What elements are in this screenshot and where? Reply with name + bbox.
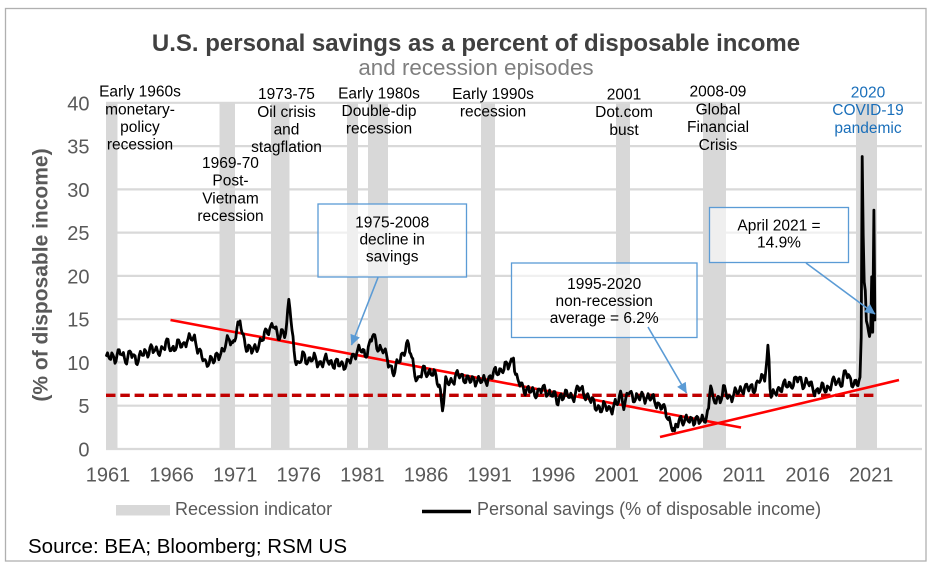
svg-text:30: 30 — [67, 180, 89, 202]
svg-text:10: 10 — [67, 353, 89, 375]
svg-text:Oil crisis: Oil crisis — [257, 104, 316, 121]
svg-text:savings: savings — [366, 249, 419, 266]
svg-text:recession: recession — [107, 137, 173, 154]
svg-text:Vietnam: Vietnam — [202, 190, 259, 207]
svg-text:0: 0 — [78, 440, 89, 462]
svg-text:recession: recession — [197, 208, 263, 225]
svg-text:40: 40 — [67, 93, 89, 115]
svg-text:1971: 1971 — [213, 465, 258, 487]
svg-text:Personal savings (% of disposa: Personal savings (% of disposable income… — [477, 499, 821, 519]
svg-text:2008-09: 2008-09 — [690, 84, 747, 101]
svg-text:non-recession: non-recession — [556, 293, 653, 310]
svg-text:1961: 1961 — [86, 465, 131, 487]
svg-text:15: 15 — [67, 310, 89, 332]
svg-text:25: 25 — [67, 223, 89, 245]
svg-text:2001: 2001 — [595, 465, 640, 487]
svg-text:2016: 2016 — [785, 465, 830, 487]
svg-text:April 2021 =: April 2021 = — [737, 218, 820, 235]
svg-text:Early 1980s: Early 1980s — [338, 85, 420, 102]
svg-text:Global: Global — [696, 101, 741, 118]
svg-text:35: 35 — [67, 137, 89, 159]
svg-text:2006: 2006 — [658, 465, 703, 487]
svg-text:1969-70: 1969-70 — [202, 155, 259, 172]
svg-text:(% of disposable income): (% of disposable income) — [30, 148, 53, 401]
svg-text:decline in: decline in — [359, 232, 425, 249]
svg-text:1975-2008: 1975-2008 — [355, 215, 429, 232]
svg-text:Dot.com: Dot.com — [595, 104, 653, 121]
svg-text:1986: 1986 — [404, 465, 449, 487]
svg-text:Early 1990s: Early 1990s — [452, 86, 534, 103]
svg-text:1976: 1976 — [277, 465, 322, 487]
svg-text:recession: recession — [460, 104, 526, 121]
svg-text:pandemic: pandemic — [834, 120, 901, 137]
svg-text:recession: recession — [346, 121, 412, 138]
svg-text:Post-: Post- — [212, 173, 248, 190]
svg-text:1991: 1991 — [467, 465, 512, 487]
svg-text:Recession indicator: Recession indicator — [175, 499, 332, 519]
svg-text:bust: bust — [609, 122, 639, 139]
svg-text:1996: 1996 — [531, 465, 576, 487]
svg-text:Crisis: Crisis — [699, 137, 738, 154]
svg-text:2001: 2001 — [607, 86, 641, 103]
svg-text:1981: 1981 — [340, 465, 385, 487]
svg-text:2020: 2020 — [851, 85, 886, 102]
svg-text:average = 6.2%: average = 6.2% — [550, 310, 659, 327]
svg-text:U.S. personal savings as a per: U.S. personal savings as a percent of di… — [152, 30, 800, 57]
svg-text:and: and — [274, 122, 300, 139]
svg-text:Early 1960s: Early 1960s — [99, 84, 181, 101]
svg-text:2011: 2011 — [722, 465, 765, 487]
svg-text:1973-75: 1973-75 — [258, 86, 315, 103]
svg-text:Financial: Financial — [687, 119, 749, 136]
svg-text:stagflation: stagflation — [251, 139, 322, 156]
svg-text:1995-2020: 1995-2020 — [567, 276, 642, 293]
svg-text:COVID-19: COVID-19 — [832, 102, 904, 119]
svg-text:and recession episodes: and recession episodes — [358, 55, 593, 80]
svg-text:Source: BEA; Bloomberg; RSM US: Source: BEA; Bloomberg; RSM US — [28, 535, 347, 558]
svg-text:Double-dip: Double-dip — [342, 103, 417, 120]
svg-text:14.9%: 14.9% — [757, 235, 801, 252]
svg-text:policy: policy — [120, 119, 160, 136]
svg-text:20: 20 — [67, 266, 89, 288]
svg-text:5: 5 — [78, 396, 89, 418]
svg-text:monetary-: monetary- — [105, 101, 175, 118]
svg-text:2021: 2021 — [849, 465, 894, 487]
svg-text:1966: 1966 — [149, 465, 194, 487]
